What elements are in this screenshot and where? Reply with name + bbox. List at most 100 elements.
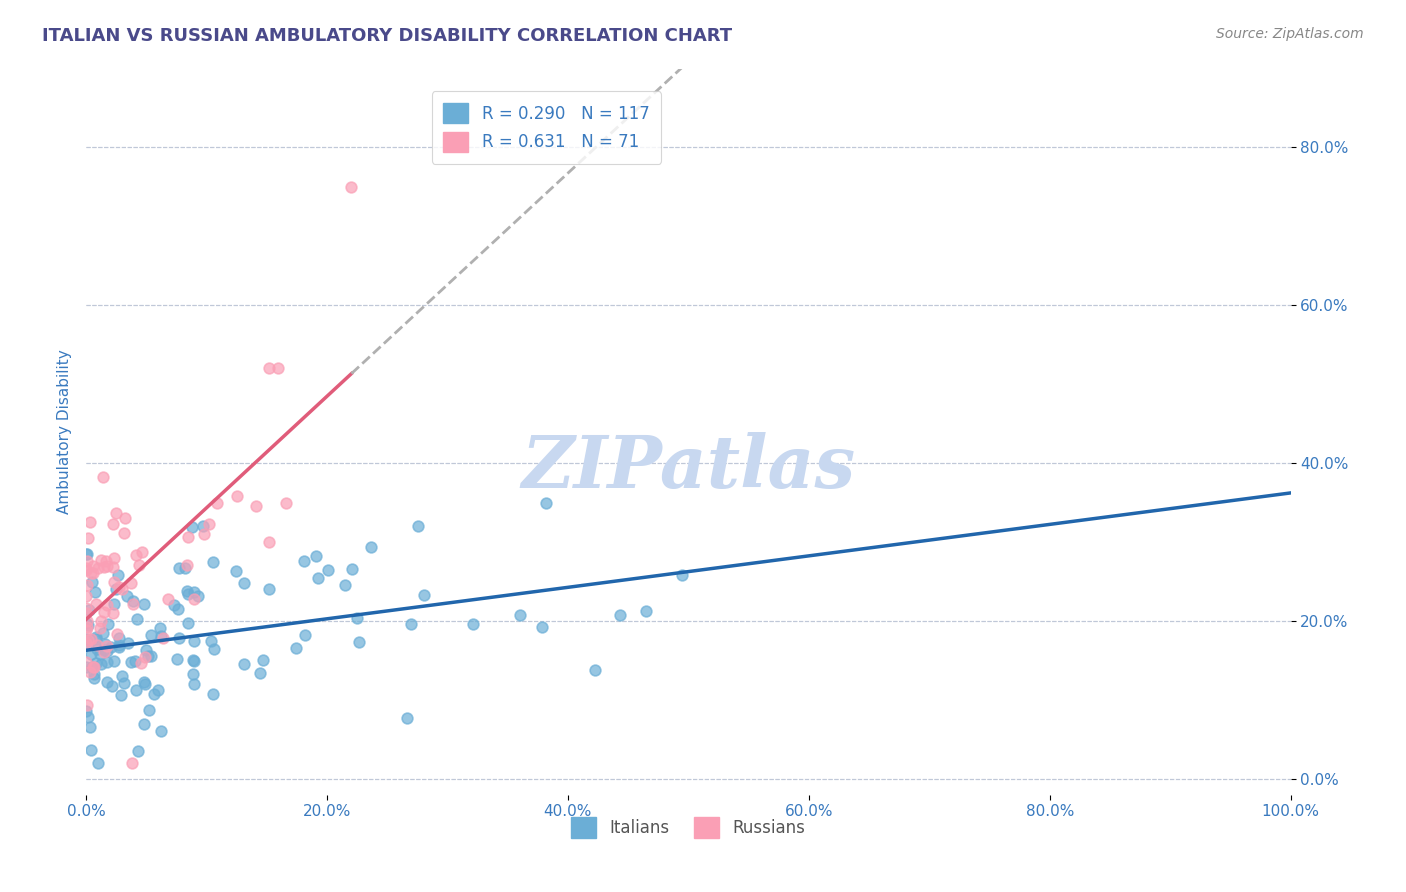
Russians (80, 566, 103, 581)
Italians (583, 664, 606, 678)
Russians (114, 511, 136, 525)
Italians (232, 576, 254, 591)
Italians (193, 519, 215, 533)
Russians (77, 531, 100, 545)
Russians (129, 657, 152, 671)
Russians (183, 592, 205, 607)
Text: Source: ZipAtlas.com: Source: ZipAtlas.com (1216, 27, 1364, 41)
Russians (75, 636, 97, 650)
Italians (150, 724, 173, 739)
Russians (80, 632, 103, 646)
Russians (259, 361, 281, 376)
Italians (183, 676, 205, 690)
Russians (94, 554, 117, 568)
Italians (347, 634, 370, 648)
Y-axis label: Ambulatory Disability: Ambulatory Disability (58, 350, 72, 514)
Italians (166, 652, 188, 666)
Italians (122, 593, 145, 607)
Italians (138, 703, 160, 717)
Russians (82, 659, 104, 673)
Russians (93, 605, 115, 619)
Italians (97, 617, 120, 632)
Italians (134, 717, 156, 731)
Italians (173, 561, 195, 575)
Italians (90, 657, 112, 671)
Russians (75, 600, 97, 615)
Italians (107, 568, 129, 582)
Italians (292, 554, 315, 568)
Italians (84, 656, 107, 670)
Italians (200, 634, 222, 648)
Italians (134, 677, 156, 691)
Russians (104, 506, 127, 520)
Russians (84, 597, 107, 611)
Italians (75, 660, 97, 674)
Italians (531, 620, 554, 634)
Italians (120, 655, 142, 669)
Russians (121, 756, 143, 771)
Russians (114, 526, 136, 541)
Russians (83, 660, 105, 674)
Italians (110, 689, 132, 703)
Italians (103, 597, 125, 611)
Russians (128, 558, 150, 573)
Italians (143, 687, 166, 701)
Russians (131, 544, 153, 558)
Italians (249, 666, 271, 681)
Russians (103, 606, 125, 620)
Italians (167, 561, 190, 575)
Italians (96, 644, 118, 658)
Russians (198, 516, 221, 531)
Italians (335, 578, 357, 592)
Italians (186, 590, 208, 604)
Russians (108, 580, 131, 594)
Italians (148, 682, 170, 697)
Italians (183, 585, 205, 599)
Italians (108, 638, 131, 652)
Italians (252, 653, 274, 667)
Russians (207, 496, 229, 510)
Russians (103, 551, 125, 566)
Italians (96, 674, 118, 689)
Italians (406, 519, 429, 533)
Russians (75, 606, 97, 620)
Italians (77, 618, 100, 632)
Russians (122, 597, 145, 611)
Italians (100, 679, 122, 693)
Italians (75, 547, 97, 561)
Russians (76, 614, 98, 628)
Italians (84, 630, 107, 644)
Italians (181, 520, 204, 534)
Italians (509, 607, 531, 622)
Italians (104, 582, 127, 596)
Italians (141, 628, 163, 642)
Russians (193, 527, 215, 541)
Italians (307, 571, 329, 585)
Italians (77, 709, 100, 723)
Italians (202, 642, 225, 657)
Italians (396, 711, 419, 725)
Italians (79, 720, 101, 734)
Italians (149, 621, 172, 635)
Italians (461, 616, 484, 631)
Italians (412, 588, 434, 602)
Russians (76, 620, 98, 634)
Russians (101, 516, 124, 531)
Russians (176, 558, 198, 572)
Italians (225, 565, 247, 579)
Russians (93, 645, 115, 659)
Russians (82, 566, 104, 580)
Italians (342, 562, 364, 576)
Russians (79, 665, 101, 679)
Italians (127, 744, 149, 758)
Italians (100, 640, 122, 655)
Italians (181, 667, 204, 681)
Italians (86, 641, 108, 656)
Russians (105, 627, 128, 641)
Russians (86, 638, 108, 652)
Russians (226, 490, 249, 504)
Italians (149, 629, 172, 643)
Italians (257, 582, 280, 597)
Italians (183, 633, 205, 648)
Russians (75, 563, 97, 577)
